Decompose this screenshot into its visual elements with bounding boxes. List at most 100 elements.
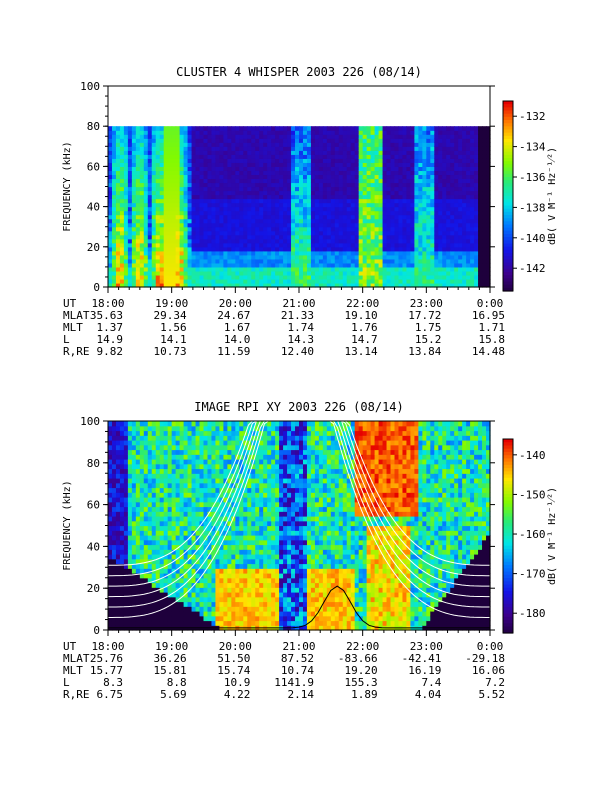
spectrogram-cell [147,166,153,172]
spectrogram-cell [354,214,360,220]
spectrogram-cell [183,587,189,593]
spectrogram-cell [414,222,419,228]
spectrogram-cell [346,142,352,147]
spectrogram-cell [175,492,181,498]
spectrogram-cell [199,166,205,172]
spectrogram-cell [350,214,356,220]
spectrogram-cell [318,158,324,163]
spectrogram-cell [139,544,145,550]
spectrogram-cell [259,250,264,256]
spectrogram-cell [199,154,205,159]
spectrogram-cell [251,174,256,180]
spectrogram-cell [191,577,197,584]
spectrogram-cell [159,242,165,248]
spectrogram-cell [143,282,149,288]
spectrogram-cell [139,202,145,208]
spectrogram-cell [263,126,268,131]
spectrogram-cell [183,198,189,204]
spectrogram-cell [338,254,344,260]
spectrogram-cell [322,150,328,155]
spectrogram-cell [362,126,368,131]
spectrogram-cell [163,250,169,256]
spectrogram-cell [123,530,129,536]
spectrogram-cell [370,274,376,280]
spectrogram-cell [394,178,400,184]
spectrogram-cell [179,511,185,517]
spectrogram-cell [119,582,125,588]
spectrogram-cell [183,174,189,180]
spectrogram-cell [271,146,276,151]
spectrogram-cell [243,218,248,224]
spectrogram-cell [430,278,435,284]
spectrogram-cell [127,150,133,155]
spectrogram-cell [199,242,205,248]
spectrogram-cell [159,214,165,220]
spectrogram-cell [394,282,400,288]
spectrogram-cell [111,620,117,626]
spectrogram-cell [123,154,129,159]
spectrogram-cell [314,134,320,139]
spectrogram-cell [191,134,197,139]
spectrogram-cell [111,202,117,208]
spectrogram-cell [382,126,388,131]
spectrogram-cell [402,282,408,288]
spectrogram-cell [147,487,153,493]
spectrogram-cell [426,186,431,192]
spectrogram-cell [219,126,224,131]
spectrogram-cell [478,254,483,260]
spectrogram-cell [171,577,177,584]
spectrogram-cell [462,230,467,236]
spectrogram-cell [378,234,384,240]
spectrogram-cell [382,214,388,220]
spectrogram-cell [183,250,189,256]
spectrogram-cell [131,440,137,446]
spectrogram-cell [119,482,125,489]
spectrogram-cell [486,254,491,260]
spectrogram-cell [302,182,308,188]
spectrogram-cell [302,126,308,131]
spectrogram-cell [394,270,400,276]
spectrogram-cell [143,596,149,603]
spectrogram-cell [450,214,455,220]
spectrogram-cell [135,178,141,184]
spectrogram-cell [354,282,360,288]
spectrogram-cell [187,606,193,612]
spectrogram-cell [167,463,173,470]
spectrogram-cell [223,190,228,196]
spectrogram-cell [159,234,165,240]
spectrogram-cell [187,620,193,626]
spectrogram-cell [295,150,300,155]
spectrogram-cell [482,130,487,135]
spectrogram-cell [139,549,145,555]
spectrogram-cell [374,210,380,216]
spectrogram-cell [354,274,360,280]
spectrogram-cell [135,218,141,224]
spectrogram-cell [330,274,336,280]
spectrogram-cell [462,138,467,143]
spectrogram-cell [139,520,145,527]
spectrogram-cell [454,246,459,252]
spectrogram-cell [406,202,412,208]
spectrogram-cell [131,146,137,151]
spectrogram-cell [119,601,125,607]
spectrogram-cell [362,250,368,256]
spectrogram-cell [486,174,491,180]
spectrogram-cell [195,266,201,272]
spectrogram-cell [127,186,133,192]
spectrogram-cell [454,186,459,192]
spectrogram-cell [147,150,153,155]
spectrogram-cell [119,238,125,244]
spectrogram-cell [458,162,463,167]
spectrogram-cell [167,582,173,588]
spectrogram-cell [143,278,149,284]
spectrogram-cell [346,246,352,252]
spectrogram-cell [179,126,185,131]
spectrogram-cell [398,222,404,228]
spectrogram-cell [454,198,459,204]
spectrogram-cell [374,282,380,288]
spectrogram-cell [279,142,284,147]
spectrogram-cell [450,234,455,240]
spectrogram-cell [119,202,125,208]
spectrogram-cell [199,190,205,196]
spectrogram-cell [147,459,153,465]
